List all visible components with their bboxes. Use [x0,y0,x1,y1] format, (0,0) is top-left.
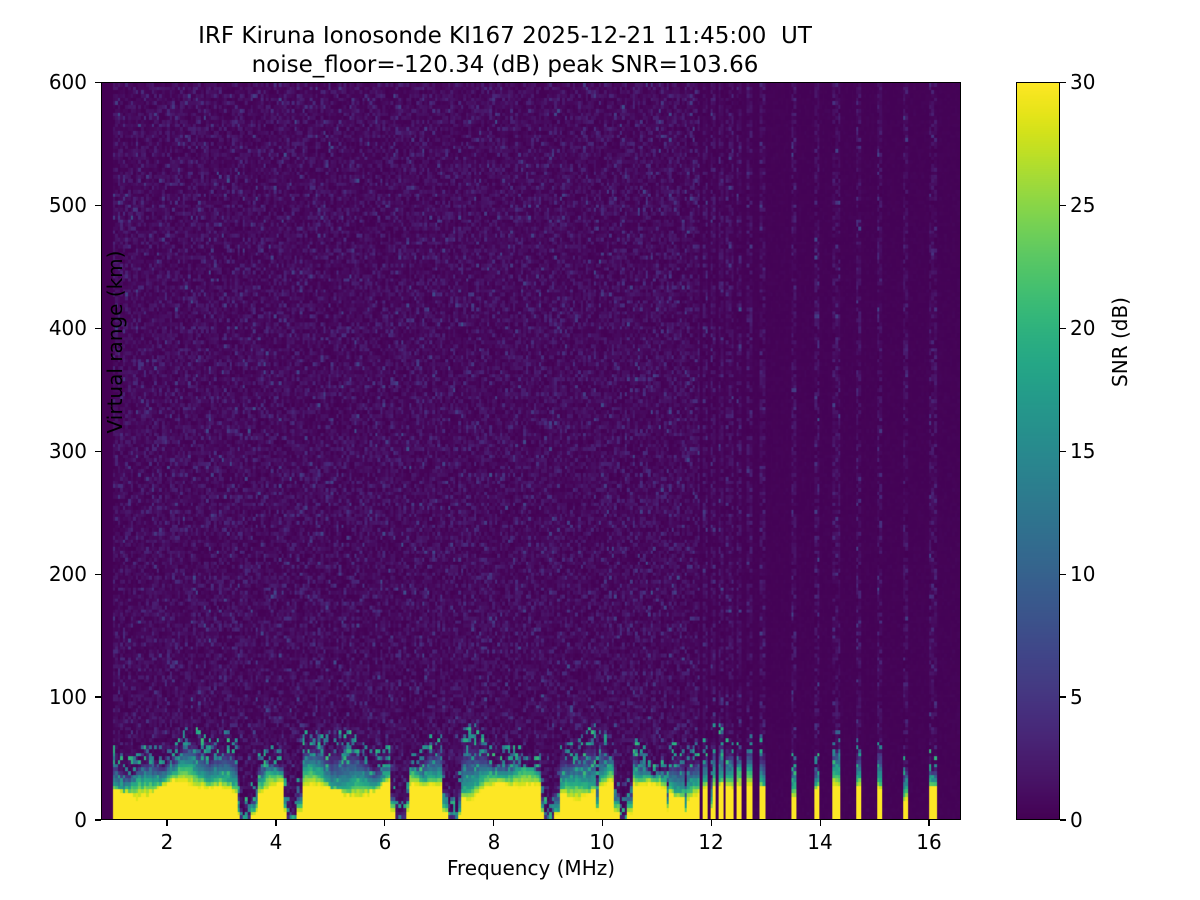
y-tick-mark [95,450,101,452]
x-tick-mark [601,820,604,826]
x-tick-mark [710,820,712,826]
colorbar-tick-mark [1060,573,1066,575]
colorbar [1016,82,1060,820]
colorbar-tick-label: 0 [1070,808,1083,832]
title-line-1: IRF Kiruna Ionosonde KI167 2025-12-21 11… [198,23,812,49]
y-tick-mark [95,819,101,821]
colorbar-tick-mark [1060,696,1066,698]
colorbar-label: SNR (dB) [1108,297,1132,387]
x-tick-mark [492,820,495,826]
x-tick-mark [928,820,930,826]
x-tick-label: 14 [807,830,833,854]
y-tick-label: 200 [48,562,87,586]
colorbar-gradient [1017,83,1059,819]
x-tick-label: 12 [698,830,724,854]
x-tick-label: 10 [589,830,615,854]
x-tick-mark [384,820,386,826]
colorbar-tick-label: 25 [1070,193,1096,217]
y-tick-label: 600 [48,70,87,94]
colorbar-tick-mark [1060,327,1066,330]
x-axis-label: Frequency (MHz) [446,856,616,880]
y-tick-label: 300 [48,439,87,463]
x-tick-mark [275,820,277,826]
x-tick-label: 6 [378,830,392,854]
colorbar-tick-label: 10 [1070,562,1096,586]
colorbar-tick-label: 30 [1070,70,1096,94]
y-axis-label: Virtual range (km) [103,250,127,434]
x-tick-label: 4 [269,830,283,854]
colorbar-tick-label: 5 [1070,685,1083,709]
y-tick-label: 100 [48,685,87,709]
colorbar-tick-mark [1060,450,1066,452]
x-tick-label: 16 [916,830,942,854]
colorbar-tick-label: 15 [1070,439,1096,463]
colorbar-tick-mark [1060,819,1066,821]
y-tick-mark [95,81,101,84]
y-tick-mark [95,327,101,330]
x-tick-mark [166,820,168,826]
y-tick-label: 400 [48,316,87,340]
x-tick-label: 8 [487,830,501,854]
y-tick-mark [95,573,101,575]
colorbar-tick-mark [1060,81,1066,84]
colorbar-tick-label: 20 [1070,316,1096,340]
y-tick-mark [95,696,101,698]
ionogram-heatmap [102,83,960,819]
plot-area [101,82,961,820]
colorbar-tick-mark [1060,204,1066,207]
x-tick-mark [819,820,821,826]
figure-title: IRF Kiruna Ionosonde KI167 2025-12-21 11… [0,22,1010,81]
title-line-2: noise_floor=-120.34 (dB) peak SNR=103.66 [251,52,759,79]
x-tick-label: 2 [160,830,174,854]
y-tick-label: 500 [48,193,87,217]
y-tick-mark [95,204,101,207]
y-tick-label: 0 [74,808,87,832]
